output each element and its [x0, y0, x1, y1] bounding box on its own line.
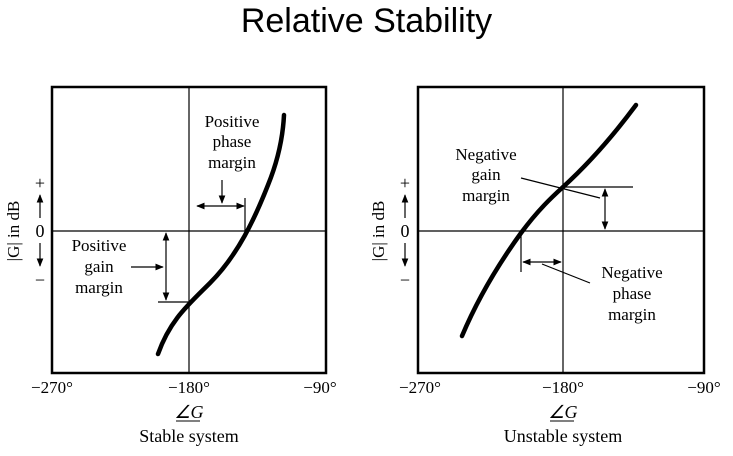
left-xtick-90: −90° [303, 378, 336, 397]
right-panel: Negative gain margin Negative phase marg… [369, 85, 721, 446]
right-xtick-90: −90° [687, 378, 720, 397]
left-gain-label-3: margin [75, 278, 123, 297]
left-gain-label-2: gain [84, 257, 114, 276]
right-gain-label-1: Negative [455, 145, 516, 164]
right-phase-label-line [541, 263, 591, 284]
left-phase-label-1: Positive [205, 112, 260, 131]
right-xtick-270: −270° [399, 378, 441, 397]
right-caption: Unstable system [504, 426, 623, 446]
left-ylabel: |G| in dB [4, 201, 23, 262]
right-gain-label-3: margin [462, 186, 510, 205]
page-title: Relative Stability [240, 2, 493, 40]
left-phase-label-2: phase [213, 132, 252, 151]
right-xtick-180: −180° [542, 378, 584, 397]
left-ytick-zero: 0 [36, 221, 45, 241]
right-ylabel: |G| in dB [369, 201, 388, 262]
right-phase-label-1: Negative [601, 263, 662, 282]
left-xtick-180: −180° [168, 378, 210, 397]
left-ytick-minus: − [35, 270, 45, 290]
left-phase-label-3: margin [208, 153, 256, 172]
right-ytick-plus: + [400, 173, 410, 193]
left-caption: Stable system [139, 426, 239, 446]
right-ytick-zero: 0 [401, 221, 410, 241]
right-gain-label-line [520, 177, 601, 199]
right-plot-frame [416, 85, 706, 375]
left-xtick-270: −270° [31, 378, 73, 397]
right-ytick-minus: − [400, 270, 410, 290]
right-phase-label-2: phase [613, 284, 652, 303]
left-nyquist-curve [155, 112, 287, 357]
right-nyquist-curve [459, 102, 639, 339]
left-gain-label-1: Positive [72, 236, 127, 255]
left-panel: Positive phase margin Positive gain marg… [4, 85, 337, 446]
right-phase-label-3: margin [608, 305, 656, 324]
left-xlabel: ∠G [174, 402, 203, 422]
right-xlabel: ∠G [548, 402, 577, 422]
left-ytick-plus: + [35, 173, 45, 193]
right-gain-label-2: gain [471, 165, 501, 184]
